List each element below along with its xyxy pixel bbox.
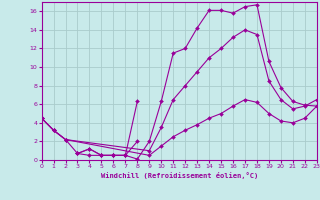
X-axis label: Windchill (Refroidissement éolien,°C): Windchill (Refroidissement éolien,°C): [100, 172, 258, 179]
